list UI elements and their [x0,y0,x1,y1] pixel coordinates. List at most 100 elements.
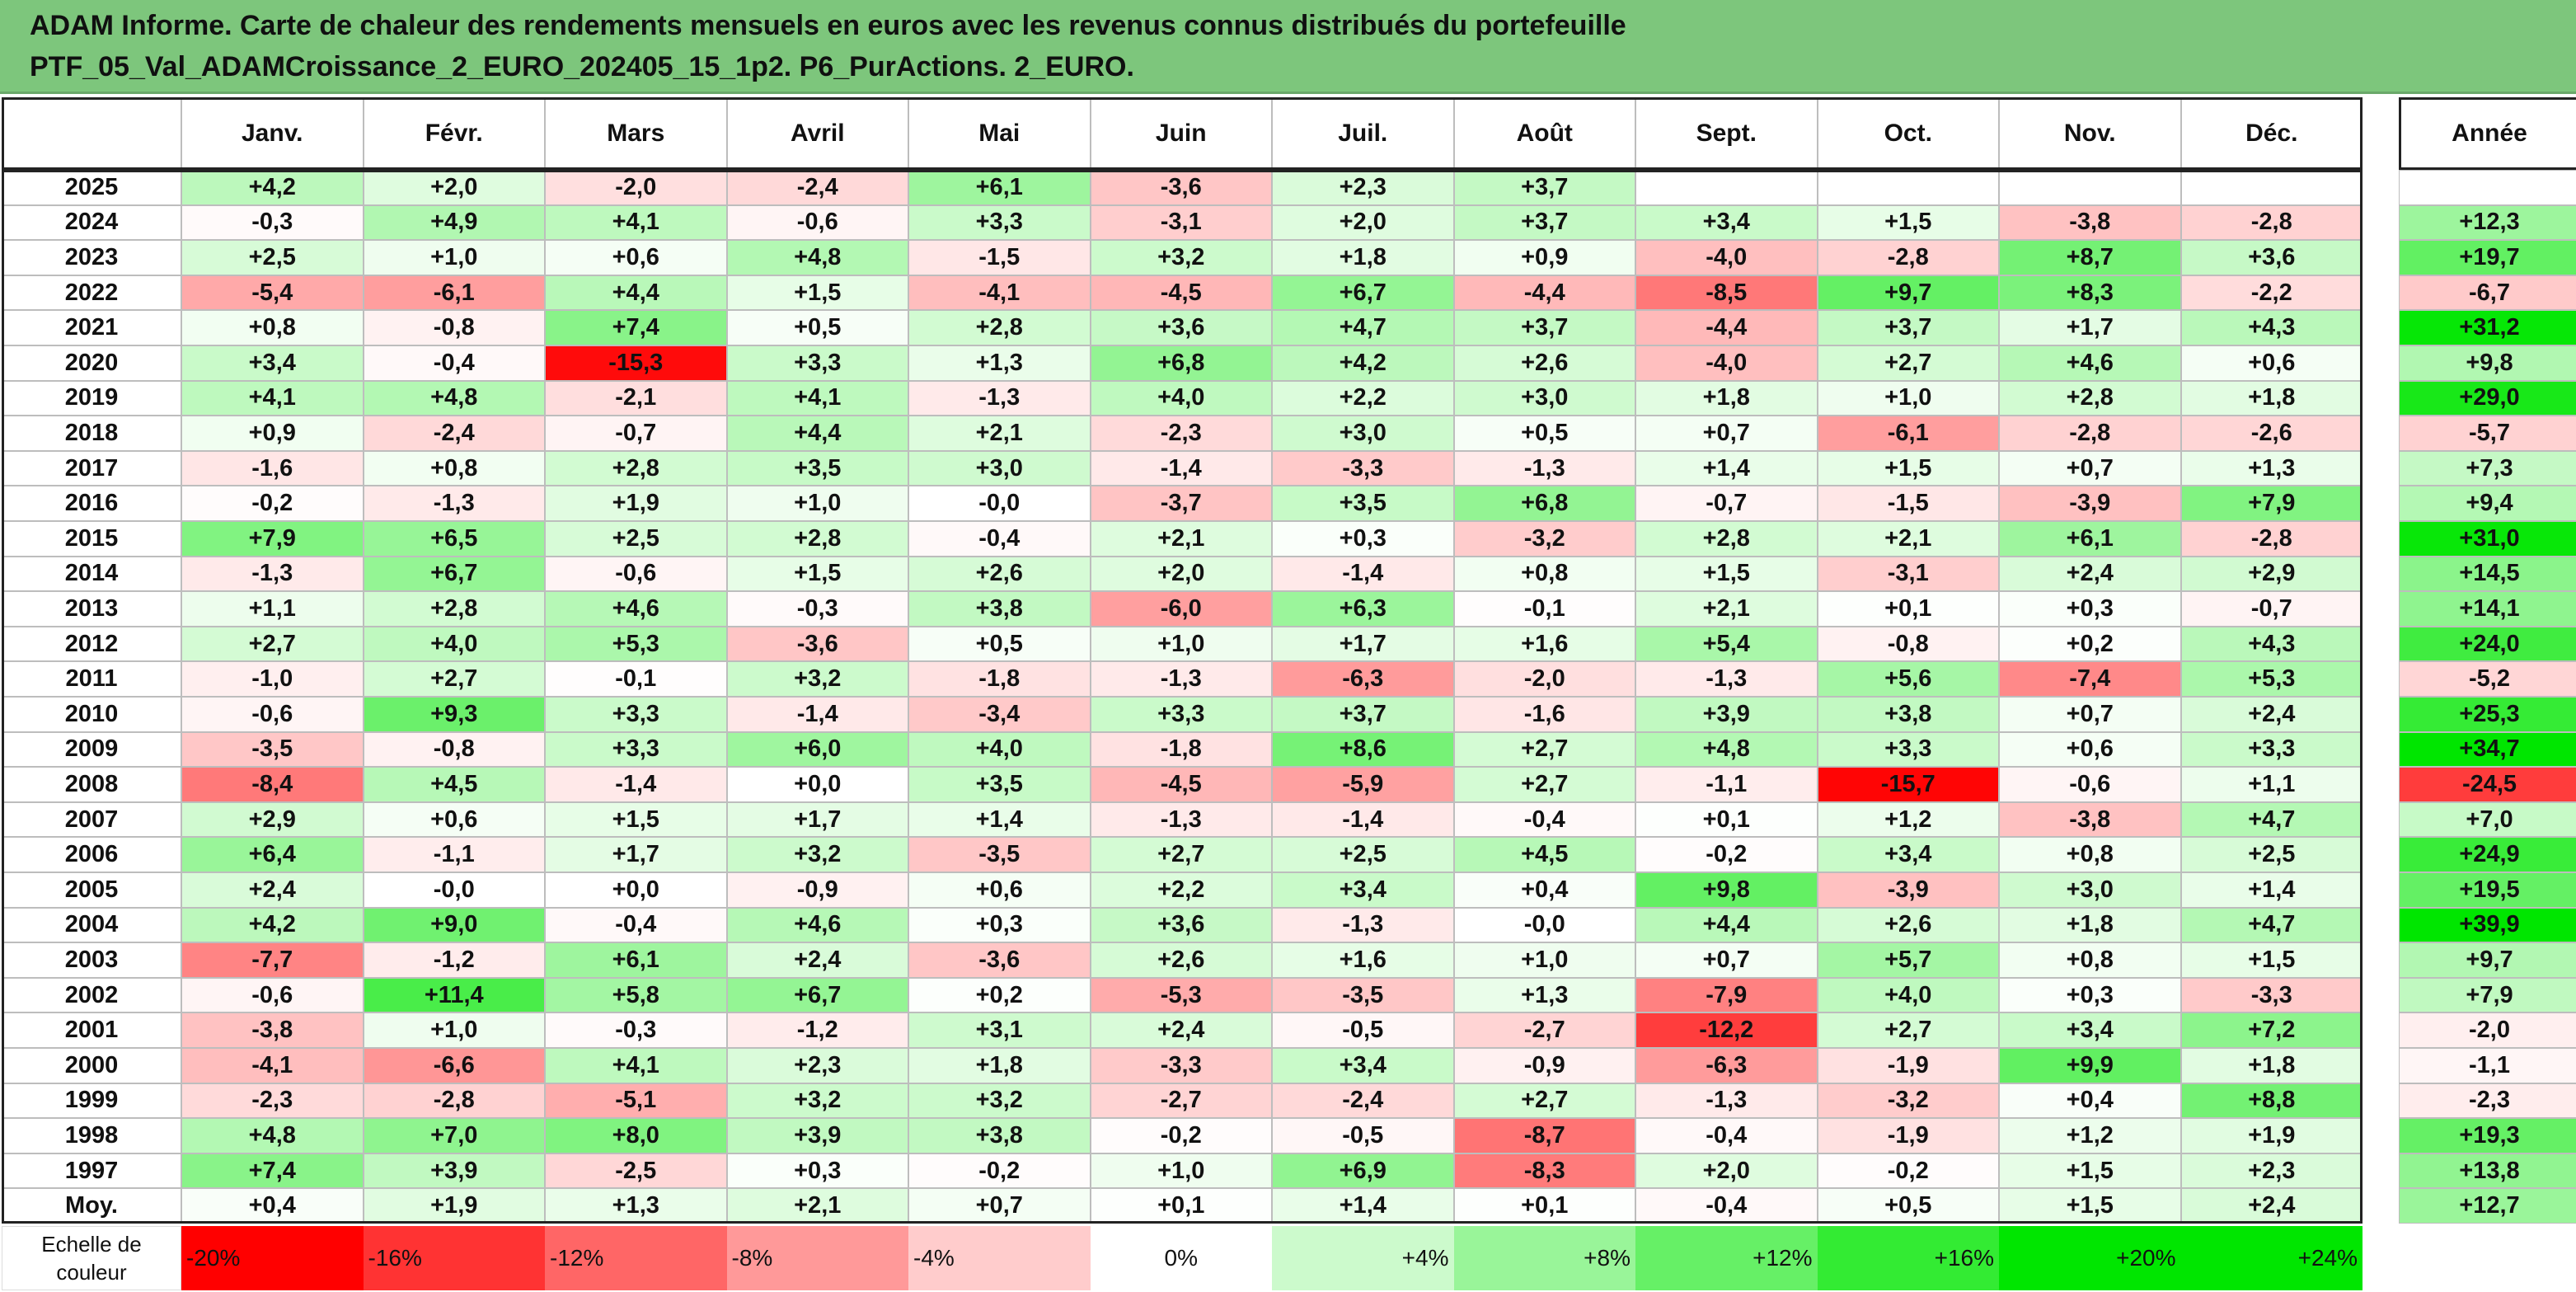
heatmap-cell: +2,2 [1090,872,1272,908]
heatmap-cell: -3,3 [2180,977,2363,1013]
heatmap-cell: -3,5 [181,731,364,768]
heatmap-cell: +3,6 [1090,310,1272,345]
heatmap-cell: -1,4 [545,767,727,802]
heatmap-cell: +3,5 [908,767,1091,802]
heatmap-cell: +2,8 [726,521,908,557]
heatmap-cell: -2,2 [2180,275,2363,311]
heatmap-cell: -1,4 [726,697,908,732]
heatmap-cell: +6,3 [1272,591,1454,627]
heatmap-cell: -3,7 [1090,486,1272,521]
heatmap-cell: +3,7 [1817,310,1999,345]
heatmap-cell: +4,3 [2180,310,2363,345]
heatmap-cell: -4,0 [1635,345,1818,381]
heatmap-cell: +1,8 [1635,380,1818,416]
heatmap-cell: +0,9 [1453,240,1635,275]
heatmap-cell: +1,8 [2180,1048,2363,1083]
heatmap-cell: +1,3 [908,345,1091,381]
heatmap-cell: -1,2 [726,1012,908,1048]
heatmap-cell: +1,5 [1817,450,1999,486]
heatmap-cell: +5,6 [1817,661,1999,697]
heatmap-cell: +0,5 [1453,416,1635,451]
heatmap-cell [1817,170,1999,205]
heatmap-cell: -1,3 [1635,1083,1818,1119]
heatmap-cell: +3,7 [1272,697,1454,732]
year-total-cell [2399,170,2576,205]
average-cell: +2,4 [2180,1188,2363,1224]
heatmap-cell: +2,8 [545,450,727,486]
heatmap-cell: -3,1 [1817,556,1999,592]
heatmap-cell: +3,3 [2180,731,2363,768]
year-total-cell: +9,8 [2399,345,2576,381]
heatmap-cell: +4,0 [1090,380,1272,416]
heatmap-cell: -2,8 [2180,204,2363,241]
heatmap-cell: +2,3 [1272,170,1454,205]
year-total-cell: -2,3 [2399,1083,2576,1119]
column-header-year: Année [2399,97,2576,170]
heatmap-cell: +0,8 [363,450,545,486]
heatmap-cell: +7,2 [2180,1012,2363,1048]
heatmap-cell: +2,9 [2180,556,2363,592]
column-header-10: Oct. [1817,97,1999,170]
heatmap-cell: +1,7 [1999,310,2181,345]
heatmap-cell: -3,8 [1999,801,2181,838]
row-label: 1998 [2,1118,181,1153]
heatmap-cell: +1,6 [1453,626,1635,662]
row-label: 1997 [2,1153,181,1189]
heatmap-cell: +2,8 [908,310,1091,345]
heatmap-cell: +2,0 [1635,1153,1818,1189]
heatmap-cell: +3,8 [908,591,1091,627]
heatmap-cell: +2,4 [181,872,364,908]
heatmap-cell: +1,7 [726,801,908,838]
heatmap-cell: +2,7 [1817,1012,1999,1048]
heatmap-cell: -2,8 [363,1083,545,1119]
heatmap-cell: -8,3 [1453,1153,1635,1189]
heatmap-cell: -6,6 [363,1048,545,1083]
heatmap-cell: +0,6 [363,801,545,838]
heatmap-cell: -1,3 [1090,661,1272,697]
heatmap-cell: +3,4 [1272,1048,1454,1083]
heatmap-cell: -6,1 [1817,416,1999,451]
heatmap-cell: +1,8 [908,1048,1091,1083]
color-scale-step: -20% [181,1226,364,1290]
heatmap-cell: +7,9 [2180,486,2363,521]
heatmap-cell: +1,4 [908,801,1091,838]
heatmap-cell [1635,170,1818,205]
heatmap-cell: +3,0 [1999,872,2181,908]
heatmap-cell: +5,3 [2180,661,2363,697]
heatmap-cell: +0,6 [1999,731,2181,768]
year-total-cell: +9,7 [2399,942,2576,978]
heatmap-cell: +3,0 [1453,380,1635,416]
heatmap-cell: +3,2 [726,661,908,697]
heatmap-cell: +1,5 [1635,556,1818,592]
average-cell: -0,4 [1635,1188,1818,1224]
column-header-8: Août [1453,97,1635,170]
heatmap-cell: +4,7 [2180,907,2363,943]
heatmap-cell: -3,8 [181,1012,364,1048]
heatmap-cell: +0,1 [1817,591,1999,627]
average-year-cell: +12,7 [2399,1188,2576,1224]
color-scale-step: -12% [545,1226,727,1290]
year-total-cell: +25,3 [2399,697,2576,732]
heatmap-cell: +4,9 [363,204,545,241]
heatmap-cell: +0,0 [545,872,727,908]
heatmap-cell: +3,3 [1817,731,1999,768]
heatmap-cell: +1,1 [181,591,364,627]
heatmap-cell: -0,3 [726,591,908,627]
color-scale-step: 0% [1090,1226,1272,1290]
heatmap-cell: -0,1 [1453,591,1635,627]
heatmap-cell: +4,8 [1635,731,1818,768]
heatmap-cell: +3,4 [1817,837,1999,872]
heatmap-cell: +11,4 [363,977,545,1013]
row-label: 2013 [2,591,181,627]
heatmap-cell: -0,6 [181,697,364,732]
row-label: 2024 [2,204,181,241]
heatmap-cell: +1,0 [1090,626,1272,662]
heatmap-cell: +6,4 [181,837,364,872]
heatmap-cell: +0,6 [2180,345,2363,381]
year-total-cell: +29,0 [2399,380,2576,416]
heatmap-cell: +1,5 [726,275,908,311]
heatmap-cell: -2,4 [1272,1083,1454,1119]
heatmap-cell: +5,7 [1817,942,1999,978]
heatmap-cell: +2,0 [1090,556,1272,592]
heatmap-cell: +1,0 [1090,1153,1272,1189]
